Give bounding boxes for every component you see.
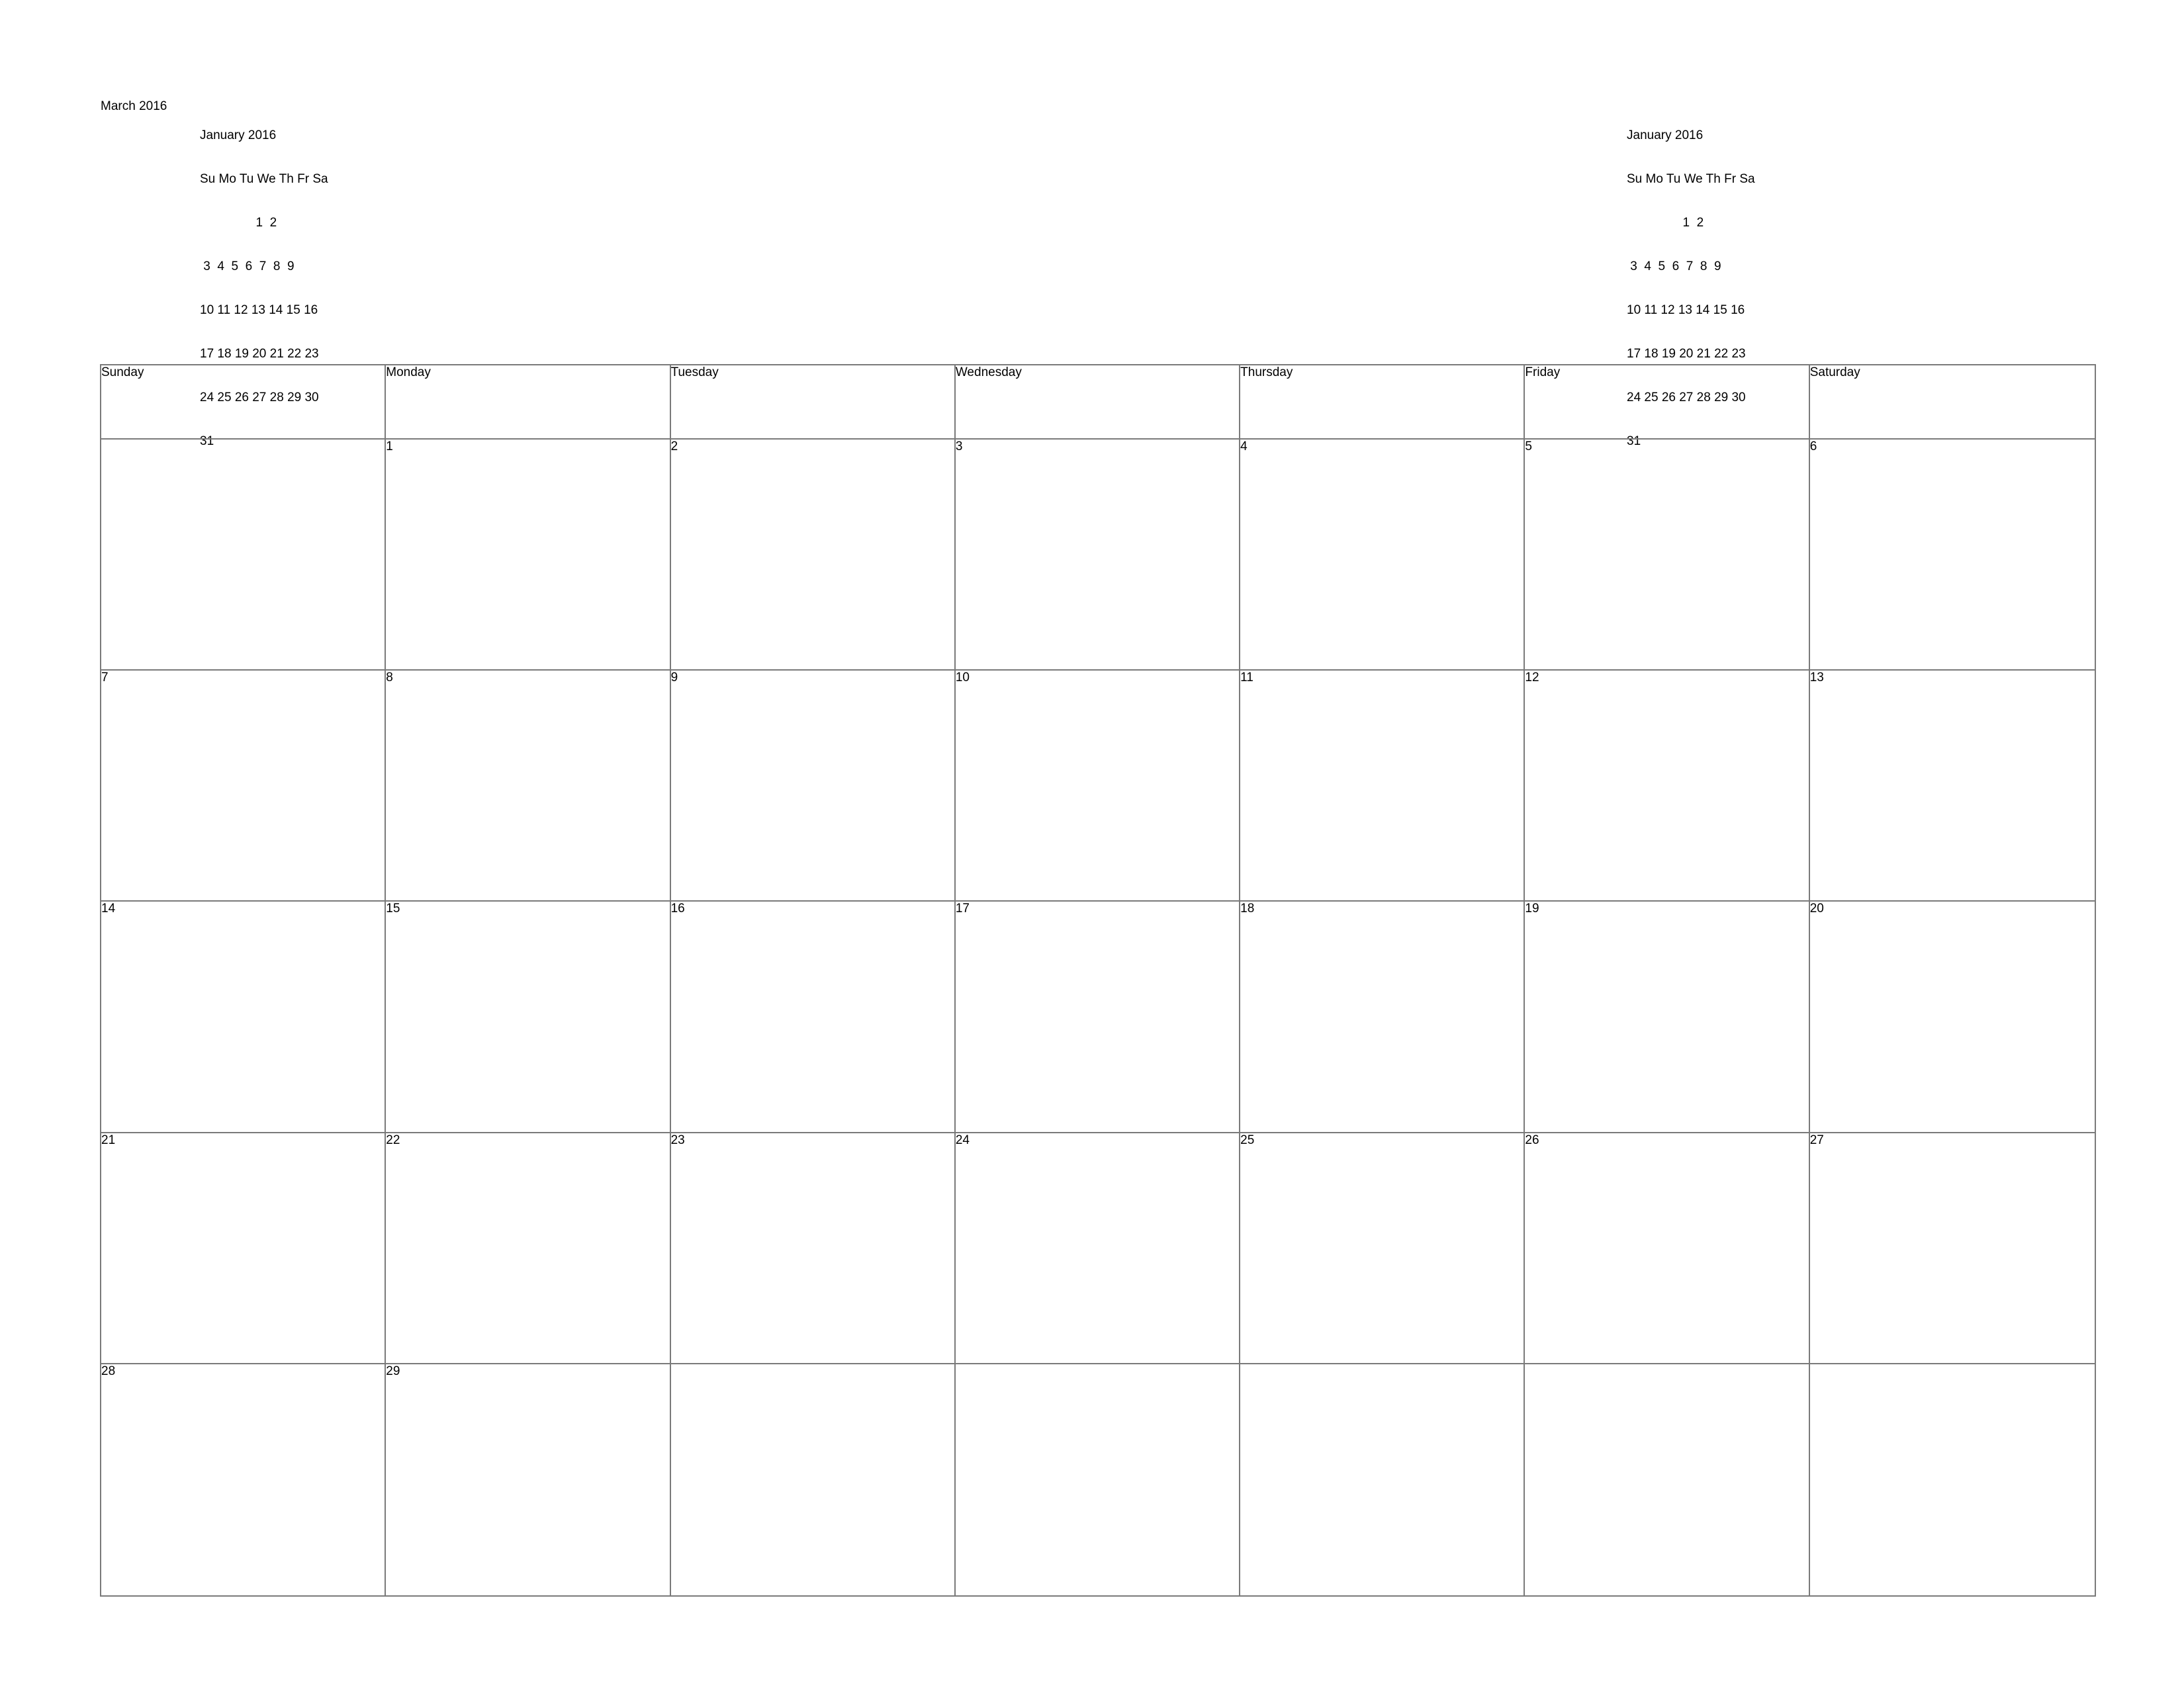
day-number: 21 xyxy=(101,1133,116,1147)
day-number: 14 xyxy=(101,902,116,916)
day-cell: 24 xyxy=(955,1133,1241,1364)
day-cell: 27 xyxy=(1809,1133,2095,1364)
day-number: 5 xyxy=(1525,440,1532,453)
mini-calendar-title: January 2016 xyxy=(1627,128,1704,142)
mini-calendar-left: January 2016 Su Mo Tu We Th Fr Sa 1 2 3 … xyxy=(200,99,328,463)
weekday-header-cell: Thursday xyxy=(1240,365,1525,440)
day-cell: 29 xyxy=(386,1364,671,1595)
day-cell: 13 xyxy=(1809,671,2095,902)
day-cell: 14 xyxy=(101,902,387,1133)
weekday-label: Saturday xyxy=(1809,365,1860,379)
day-number: 3 xyxy=(955,440,963,453)
day-number: 19 xyxy=(1525,902,1539,916)
mini-calendar-week: 31 xyxy=(200,434,214,448)
day-number: 23 xyxy=(670,1133,685,1147)
day-cell: 23 xyxy=(670,1133,956,1364)
day-number: 26 xyxy=(1525,1133,1539,1147)
page-title: March 2016 xyxy=(101,99,167,113)
day-number: 24 xyxy=(955,1133,970,1147)
day-cell: 9 xyxy=(670,671,956,902)
day-cell: 12 xyxy=(1525,671,1810,902)
day-cell: 21 xyxy=(101,1133,387,1364)
weekday-label: Monday xyxy=(386,365,431,379)
mini-calendar-week: 3 4 5 6 7 8 9 xyxy=(200,259,295,273)
day-number: 4 xyxy=(1240,440,1248,453)
weekday-header-cell: Saturday xyxy=(1809,365,2095,440)
day-cell: 19 xyxy=(1525,902,1810,1133)
mini-calendar-title: January 2016 xyxy=(200,128,277,142)
mini-calendar-weekday-header: Su Mo Tu We Th Fr Sa xyxy=(200,172,328,186)
weekday-label: Sunday xyxy=(101,365,144,379)
mini-calendar-weekday-header: Su Mo Tu We Th Fr Sa xyxy=(1627,172,1755,186)
mini-calendar-week: 3 4 5 6 7 8 9 xyxy=(1627,259,1721,273)
mini-calendar-week: 10 11 12 13 14 15 16 xyxy=(1627,303,1745,317)
weekday-label: Friday xyxy=(1525,365,1561,379)
day-cell: 22 xyxy=(386,1133,671,1364)
day-number: 29 xyxy=(386,1364,400,1378)
day-cell: 18 xyxy=(1240,902,1525,1133)
day-number: 18 xyxy=(1240,902,1255,916)
day-number: 16 xyxy=(670,902,685,916)
mini-calendar-week: 10 11 12 13 14 15 16 xyxy=(200,303,318,317)
day-cell: 16 xyxy=(670,902,956,1133)
day-number: 17 xyxy=(955,902,970,916)
mini-calendar-right: January 2016 Su Mo Tu We Th Fr Sa 1 2 3 … xyxy=(1627,99,1755,463)
day-cell: 5 xyxy=(1525,440,1810,671)
weekday-header-cell: Friday xyxy=(1525,365,1810,440)
weekday-header-cell: Wednesday xyxy=(955,365,1241,440)
day-number: 7 xyxy=(101,671,109,685)
day-cell: 25 xyxy=(1240,1133,1525,1364)
day-cell: 1 xyxy=(386,440,671,671)
day-cell xyxy=(1810,1364,2095,1595)
day-number: 6 xyxy=(1809,440,1817,453)
mini-calendar-week: 24 25 26 27 28 29 30 xyxy=(1627,391,1746,404)
day-cell xyxy=(671,1364,956,1595)
day-number: 12 xyxy=(1525,671,1539,685)
day-cell: 4 xyxy=(1240,440,1525,671)
weekday-label: Tuesday xyxy=(670,365,719,379)
day-number: 8 xyxy=(386,671,393,685)
day-cell xyxy=(956,1364,1241,1595)
weekday-header-cell: Sunday xyxy=(101,365,387,440)
day-number: 9 xyxy=(670,671,678,685)
day-number: 20 xyxy=(1809,902,1824,916)
day-number: 15 xyxy=(386,902,400,916)
day-cell: 15 xyxy=(386,902,671,1133)
day-number: 25 xyxy=(1240,1133,1255,1147)
day-cell: 11 xyxy=(1240,671,1525,902)
day-cell: 20 xyxy=(1809,902,2095,1133)
day-cell: 28 xyxy=(101,1364,387,1595)
day-cell xyxy=(1240,1364,1525,1595)
day-cell: 6 xyxy=(1809,440,2095,671)
day-cell: 2 xyxy=(670,440,956,671)
mini-calendar-week: 1 2 xyxy=(1627,216,1704,230)
mini-calendar-week: 24 25 26 27 28 29 30 xyxy=(200,391,319,404)
weekday-header-cell: Monday xyxy=(386,365,671,440)
day-number: 10 xyxy=(955,671,970,685)
day-cell: 7 xyxy=(101,671,387,902)
day-cell: 10 xyxy=(955,671,1241,902)
day-cell xyxy=(1525,1364,1810,1595)
day-cell: 3 xyxy=(955,440,1241,671)
weekday-header-cell: Tuesday xyxy=(670,365,956,440)
day-number: 13 xyxy=(1809,671,1824,685)
mini-calendar-week: 31 xyxy=(1627,434,1641,448)
day-number: 11 xyxy=(1240,671,1253,685)
day-number: 1 xyxy=(386,440,393,453)
day-number: 22 xyxy=(386,1133,400,1147)
weekday-label: Wednesday xyxy=(955,365,1022,379)
mini-calendar-week: 17 18 19 20 21 22 23 xyxy=(200,347,319,361)
mini-calendar-week: 1 2 xyxy=(200,216,277,230)
day-cell: 17 xyxy=(955,902,1241,1133)
mini-calendar-week: 17 18 19 20 21 22 23 xyxy=(1627,347,1746,361)
day-number: 2 xyxy=(670,440,678,453)
day-cell: 8 xyxy=(386,671,671,902)
month-calendar-grid: Sunday Monday Tuesday Wednesday Thursday… xyxy=(100,364,2096,1597)
day-cell xyxy=(101,440,387,671)
weekday-label: Thursday xyxy=(1240,365,1293,379)
day-number: 28 xyxy=(101,1364,116,1378)
day-cell: 26 xyxy=(1525,1133,1810,1364)
day-number: 27 xyxy=(1809,1133,1824,1147)
